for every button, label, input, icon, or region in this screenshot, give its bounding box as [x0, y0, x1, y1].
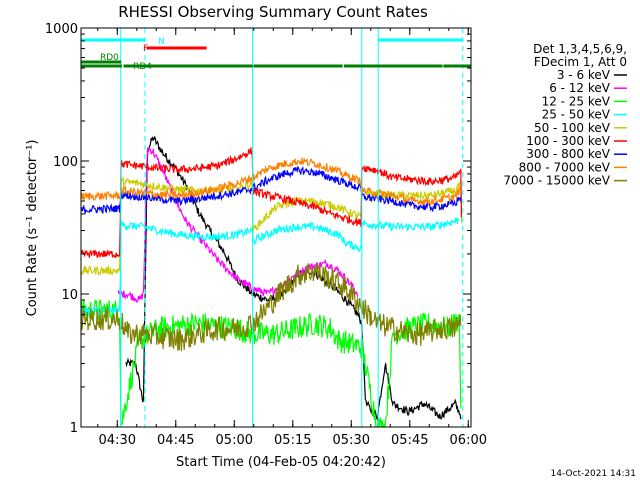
legend-entry-label-8: 7000 - 15000 keV: [503, 174, 610, 188]
x-tick-label-4: 05:30: [333, 433, 370, 448]
y-axis: 1 10 100 1000: [45, 22, 471, 436]
y-tick-label-3: 1000: [45, 22, 78, 37]
legend-entry-label-1: 6 - 12 keV: [549, 81, 611, 95]
flag-label-f: F: [143, 44, 148, 54]
series-line-300-800-kev: [81, 165, 462, 215]
series-line-50-100-kev: [81, 176, 463, 276]
legend-entry-label-0: 3 - 6 keV: [557, 68, 611, 82]
x-tick-label-1: 04:45: [157, 433, 194, 448]
legend-entry-label-7: 800 - 7000 keV: [519, 160, 611, 174]
legend-entry-label-3: 25 - 50 keV: [542, 108, 611, 122]
chart-title: RHESSI Observing Summary Count Rates: [118, 3, 428, 21]
legend-title-line2: FDecim 1, Att 0: [534, 55, 627, 69]
series-line-100-300-kev: [81, 147, 463, 259]
series-line-25-50-kev: [81, 216, 460, 317]
legend: Det 1,3,4,5,6,9, FDecim 1, Att 0 3 - 6 k…: [503, 42, 627, 188]
y-tick-label-0: 1: [70, 421, 78, 436]
y-tick-label-2: 100: [53, 155, 78, 170]
series-line-6-12-kev: [117, 146, 359, 303]
legend-entry-label-5: 100 - 300 keV: [526, 134, 610, 148]
x-tick-label-0: 04:30: [99, 433, 136, 448]
x-tick-label-2: 05:00: [216, 433, 253, 448]
legend-entry-label-2: 12 - 25 keV: [542, 94, 611, 108]
x-axis-label: Start Time (04-Feb-05 04:20:42): [176, 455, 386, 470]
x-tick-label-3: 05:15: [274, 433, 311, 448]
timestamp: 14-Oct-2021 14:31: [551, 469, 636, 479]
plot-frame: [80, 27, 472, 428]
series-line-800-7000-kev: [81, 157, 462, 206]
flag-label-n: N: [158, 37, 165, 47]
legend-entry-label-6: 300 - 800 keV: [526, 147, 610, 161]
y-tick-label-1: 10: [61, 288, 78, 303]
y-axis-label: Count Rate (s⁻¹ detector⁻¹): [25, 140, 40, 317]
flag-label-rd4: RD4: [133, 62, 152, 72]
legend-entry-label-4: 50 - 100 keV: [534, 121, 611, 135]
plot-area: [81, 28, 471, 427]
x-tick-label-6: 06:00: [450, 433, 487, 448]
x-tick-label-5: 05:45: [391, 433, 428, 448]
x-axis: 04:30 04:45 05:00 05:15 05:30 05:45 06:00: [97, 28, 487, 448]
legend-title-line1: Det 1,3,4,5,6,9,: [533, 42, 627, 56]
series-line-7000-15000-kev: [81, 262, 462, 352]
flag-label-rd0: RD0: [100, 53, 119, 63]
